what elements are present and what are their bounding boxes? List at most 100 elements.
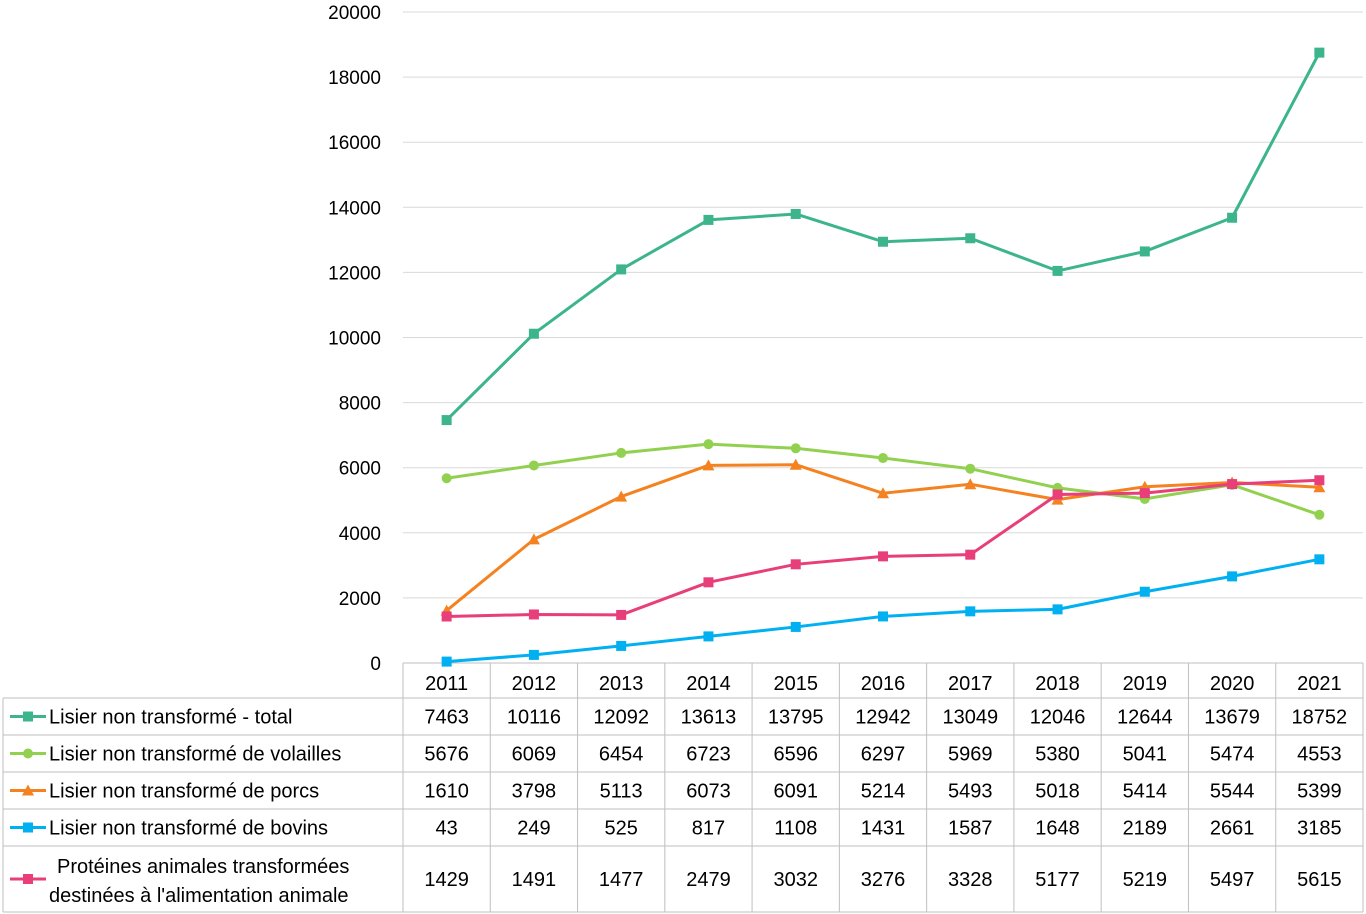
legend-key-marker bbox=[22, 784, 34, 796]
table-cell-value: 6454 bbox=[599, 744, 644, 766]
data-point bbox=[527, 533, 540, 545]
table-row: Protéines animales transformées destinées… bbox=[10, 856, 1342, 907]
data-point bbox=[528, 649, 539, 660]
series-line bbox=[445, 51, 1321, 422]
table-cell-value: 5493 bbox=[948, 781, 993, 803]
legend-label: Lisier non transformé de bovins bbox=[49, 818, 328, 840]
table-cell-value: 3032 bbox=[773, 869, 818, 891]
y-tick-label: 0 bbox=[370, 654, 381, 675]
y-axis-tick-labels: 0 2000 4000 6000 8000 10000 12000 14000 16000 180… bbox=[328, 3, 381, 675]
series-1 bbox=[441, 47, 1325, 426]
table-cell-value: 6596 bbox=[773, 744, 818, 766]
x-category-label: 2014 bbox=[686, 673, 731, 695]
y-tick-label: 6000 bbox=[339, 459, 381, 480]
data-point bbox=[790, 443, 801, 454]
series-line bbox=[446, 478, 1320, 618]
table-cell-value: 5113 bbox=[600, 781, 643, 803]
table-cell-value: 5615 bbox=[1297, 869, 1342, 891]
legend-label-line: Protéines animales transformées bbox=[57, 856, 349, 878]
table-cell-value: 13049 bbox=[942, 707, 998, 729]
data-point bbox=[878, 236, 888, 247]
table-cell-value: 2479 bbox=[686, 869, 731, 891]
table-cell-value: 5219 bbox=[1123, 869, 1168, 891]
table-cell-value: 5177 bbox=[1035, 869, 1080, 891]
y-tick-label: 12000 bbox=[328, 263, 381, 284]
table-cell-value: 13679 bbox=[1204, 707, 1260, 729]
table-cell-value: 13795 bbox=[768, 707, 824, 729]
table-cell-value: 10116 bbox=[507, 707, 561, 729]
x-category-label: 2011 bbox=[425, 673, 468, 695]
y-tick-label: 18000 bbox=[328, 68, 381, 89]
y-tick-label: 2000 bbox=[339, 589, 381, 610]
table-cell-value: 3328 bbox=[948, 869, 993, 891]
legend-label: Lisier non transformé de porcs bbox=[49, 781, 319, 803]
legend-key-marker bbox=[23, 874, 33, 884]
table-cell-value: 4553 bbox=[1297, 744, 1342, 766]
data-point bbox=[1313, 481, 1326, 493]
legend-label: Lisier non transformé - total bbox=[49, 707, 292, 729]
data-point bbox=[1314, 554, 1325, 565]
table-cell-value: 5676 bbox=[424, 744, 469, 766]
table-cell-value: 2661 bbox=[1210, 818, 1255, 840]
data-point bbox=[1227, 571, 1238, 582]
series-lines bbox=[440, 47, 1326, 667]
data-point bbox=[878, 453, 888, 464]
data-point bbox=[703, 631, 714, 642]
table-cell-value: 5497 bbox=[1210, 869, 1255, 891]
data-point bbox=[790, 208, 801, 219]
y-tick-label: 8000 bbox=[339, 394, 381, 415]
x-category-label: 2018 bbox=[1035, 673, 1080, 695]
data-point bbox=[528, 609, 539, 620]
legend-key-marker bbox=[23, 748, 33, 759]
data-point bbox=[790, 559, 801, 570]
table-cell-value: 12942 bbox=[855, 707, 911, 729]
table-row: Lisier non transformé de porcs 1610 3798 51… bbox=[10, 781, 1342, 803]
data-point bbox=[441, 473, 452, 484]
table-cell-value: 7463 bbox=[424, 707, 469, 729]
legend-label: Lisier non transformé de volailles bbox=[49, 744, 341, 766]
table-cell-value: 5399 bbox=[1297, 781, 1342, 803]
data-point bbox=[877, 487, 889, 499]
table-cell-value: 5018 bbox=[1035, 781, 1080, 803]
series-4 bbox=[441, 554, 1325, 667]
table-cell-value: 249 bbox=[517, 818, 550, 840]
data-point bbox=[965, 549, 976, 560]
data-point bbox=[616, 609, 627, 620]
x-category-label: 2012 bbox=[512, 673, 557, 695]
table-cell-value: 3276 bbox=[861, 869, 906, 891]
table-cell-value: 6069 bbox=[512, 744, 557, 766]
table-cell-value: 6723 bbox=[686, 744, 731, 766]
table-cell-value: 1429 bbox=[424, 869, 469, 891]
grid-lines bbox=[403, 11, 1363, 664]
table-cell-value: 1431 bbox=[861, 818, 906, 840]
table-cell-value: 2189 bbox=[1123, 818, 1168, 840]
y-tick-label: 20000 bbox=[328, 3, 381, 24]
x-category-label: 2015 bbox=[773, 673, 818, 695]
table-cell-value: 1491 bbox=[512, 869, 557, 891]
data-point bbox=[965, 463, 976, 474]
data-point bbox=[441, 611, 452, 622]
data-point bbox=[965, 606, 976, 617]
y-tick-label: 14000 bbox=[328, 198, 381, 219]
series-line bbox=[445, 463, 1320, 612]
data-point bbox=[878, 611, 888, 622]
series-5 bbox=[441, 475, 1325, 622]
x-category-label: 2020 bbox=[1210, 673, 1255, 695]
table-cell-value: 12644 bbox=[1117, 707, 1173, 729]
table-row: Lisier non transformé - total 7463 10116 12… bbox=[10, 707, 1347, 729]
data-point bbox=[702, 459, 715, 471]
data-point bbox=[790, 621, 801, 632]
x-category-label: 2016 bbox=[861, 673, 906, 695]
table-cell-value: 5544 bbox=[1210, 781, 1255, 803]
data-point bbox=[441, 656, 452, 667]
legend-key-marker bbox=[23, 711, 33, 722]
table-cell-value: 6091 bbox=[773, 781, 818, 803]
data-point bbox=[1139, 586, 1150, 597]
data-point bbox=[1314, 509, 1325, 520]
y-tick-label: 16000 bbox=[328, 133, 381, 154]
data-point bbox=[528, 460, 539, 471]
data-point bbox=[1227, 212, 1238, 223]
data-point bbox=[616, 264, 627, 275]
y-tick-label: 4000 bbox=[339, 524, 381, 545]
x-category-label: 2021 bbox=[1297, 673, 1342, 695]
